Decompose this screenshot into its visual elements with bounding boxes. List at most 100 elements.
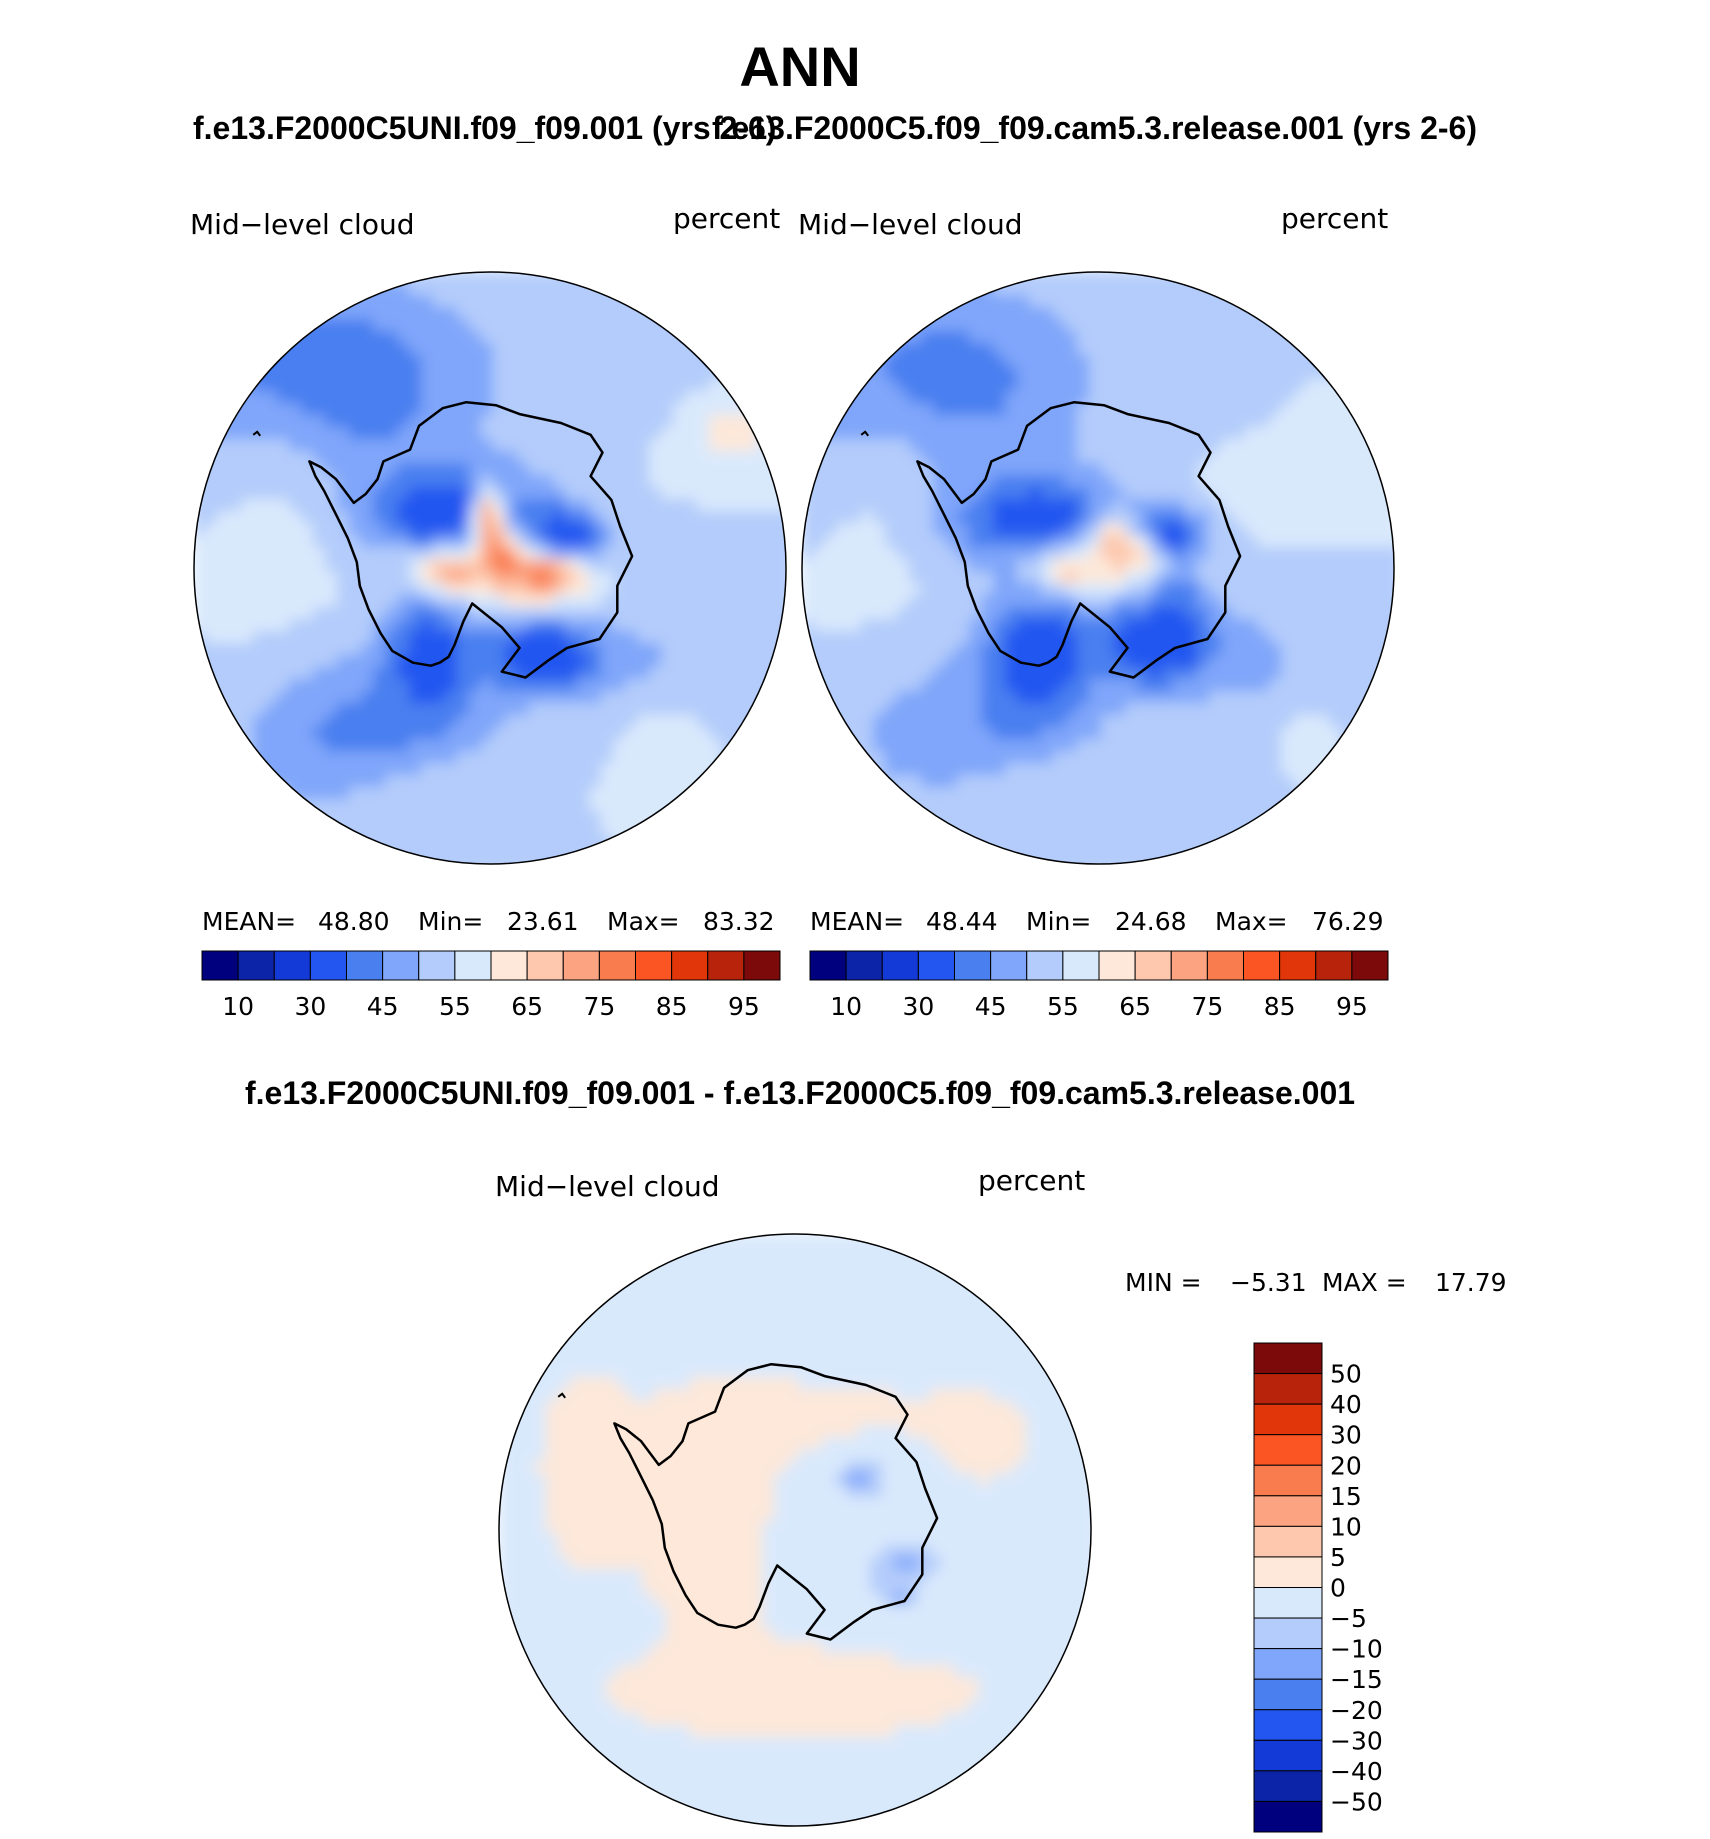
- case1-title: f.e13.F2000C5UNI.f09_f09.001 (yrs 2-6): [193, 110, 777, 146]
- colorbar-tick-label: −15: [1330, 1665, 1383, 1694]
- colorbar-swatch: [881, 950, 919, 981]
- colorbar-swatch: [1253, 1770, 1323, 1802]
- colorbar-swatch: [1253, 1556, 1323, 1588]
- colorbar-tick-label: 30: [294, 992, 326, 1021]
- colorbar-swatch: [273, 950, 311, 981]
- colorbar-swatch: [526, 950, 564, 981]
- map-border: [801, 271, 1395, 865]
- colorbar-tick-label: −20: [1330, 1696, 1383, 1725]
- colorbar-tick-label: 10: [1330, 1512, 1362, 1541]
- colorbar-tick-label: 15: [1330, 1482, 1362, 1511]
- colorbar-swatch: [454, 950, 492, 981]
- antarctica-coastline: [916, 400, 1242, 679]
- panel1-mean-label: MEAN=: [202, 907, 297, 936]
- colorbar-swatch: [237, 950, 275, 981]
- colorbar-swatch: [1279, 950, 1317, 981]
- colorbar-tick-label: 5: [1330, 1543, 1346, 1572]
- colorbar-tick-label: 65: [511, 992, 543, 1021]
- diff-max-label: MAX =: [1322, 1268, 1407, 1297]
- colorbar-swatch: [1253, 1617, 1323, 1650]
- colorbar-tick-label: 95: [728, 992, 760, 1021]
- colorbar-tick-label: 40: [1330, 1390, 1362, 1419]
- season-title: ANN: [739, 35, 861, 98]
- colorbar-tick-label: 10: [222, 992, 254, 1021]
- colorbar-swatch: [635, 950, 673, 981]
- diff-min-label: MIN =: [1125, 1268, 1202, 1297]
- diff-variable: Mid−level cloud: [495, 1170, 720, 1203]
- diff-max-value: 17.79: [1435, 1268, 1507, 1297]
- panel1-min-value: 23.61: [507, 907, 579, 936]
- colorbar-tick-label: 45: [367, 992, 399, 1021]
- antarctica-coastline: [308, 400, 634, 679]
- antarctica-coastline: [613, 1362, 939, 1641]
- panel2-min-label: Min=: [1026, 907, 1092, 936]
- colorbar-swatch: [954, 950, 992, 981]
- colorbar-swatch: [201, 950, 239, 981]
- colorbar-swatch: [1062, 950, 1100, 981]
- colorbar-swatch: [1243, 950, 1281, 981]
- colorbar-tick-label: 65: [1119, 992, 1151, 1021]
- colorbar-swatch: [1253, 1648, 1323, 1680]
- colorbar-swatch: [1351, 950, 1389, 981]
- colorbar-swatch: [917, 950, 955, 981]
- colorbar-swatch: [1253, 1464, 1323, 1497]
- map-panel-1: [193, 271, 787, 865]
- colorbar-swatch: [990, 950, 1028, 981]
- colorbar-tick-label: 0: [1330, 1574, 1346, 1603]
- colorbar-swatch: [1253, 1342, 1323, 1375]
- contour-field: [499, 1234, 1091, 1826]
- colorbar-tick-label: 85: [1264, 992, 1296, 1021]
- colorbar-tick-label: −40: [1330, 1757, 1383, 1786]
- colorbar-swatch: [346, 950, 384, 981]
- colorbar-swatch: [1253, 1587, 1323, 1619]
- colorbar-tick-label: −10: [1330, 1635, 1383, 1664]
- panel2-min-value: 24.68: [1115, 907, 1187, 936]
- colorbar-tick-label: 85: [656, 992, 688, 1021]
- colorbar-swatch: [1026, 950, 1064, 981]
- colorbar-tick-label: −30: [1330, 1726, 1383, 1755]
- colorbar-tick-label: 55: [1047, 992, 1079, 1021]
- panel2-variable: Mid−level cloud: [798, 208, 1023, 241]
- colorbar-swatch: [490, 950, 528, 981]
- colorbar-swatch: [1206, 950, 1244, 981]
- colorbar-swatch: [598, 950, 636, 981]
- island-outline: [252, 430, 261, 437]
- diff-title: f.e13.F2000C5UNI.f09_f09.001 - f.e13.F20…: [244, 1075, 1356, 1111]
- colorbar-panel-2: 10 30 45 55 65 75 85 95: [809, 950, 1389, 1021]
- colorbar-swatch: [1253, 1525, 1323, 1558]
- colorbar-tick-label: 45: [975, 992, 1007, 1021]
- colorbar-swatch: [743, 950, 781, 981]
- map-border: [498, 1233, 1092, 1827]
- colorbar-swatch: [1253, 1739, 1323, 1772]
- map-panel-2: [801, 271, 1395, 865]
- colorbar-tick-label: 30: [1330, 1421, 1362, 1450]
- colorbar-tick-label: −50: [1330, 1787, 1383, 1816]
- colorbar-tick-label: 30: [902, 992, 934, 1021]
- colorbar-swatch: [562, 950, 600, 981]
- colorbar-tick-label: 20: [1330, 1451, 1362, 1480]
- panel1-variable: Mid−level cloud: [190, 208, 415, 241]
- island-outline: [557, 1392, 566, 1399]
- colorbar-swatch: [845, 950, 883, 981]
- colorbar-swatch: [1134, 950, 1172, 981]
- colorbar-swatch: [1315, 950, 1353, 981]
- colorbar-tick-label: −5: [1330, 1604, 1367, 1633]
- diff-min-value: −5.31: [1230, 1268, 1307, 1297]
- colorbar-swatch: [707, 950, 745, 981]
- colorbar-panel-1: 10 30 45 55 65 75 85 95: [201, 950, 781, 1021]
- colorbar-swatch: [1253, 1403, 1323, 1436]
- panel1-max-value: 83.32: [703, 907, 775, 936]
- map-border: [193, 271, 787, 865]
- panel2-max-label: Max=: [1215, 907, 1288, 936]
- colorbar-swatch: [1253, 1434, 1323, 1466]
- diff-units: percent: [978, 1164, 1086, 1197]
- panel2-mean-label: MEAN=: [810, 907, 905, 936]
- colorbar-swatch: [382, 950, 420, 981]
- colorbar-swatch: [1253, 1495, 1323, 1527]
- panel2-mean-value: 48.44: [926, 907, 998, 936]
- panel2-units: percent: [1281, 202, 1389, 235]
- colorbar-swatch: [1253, 1800, 1323, 1833]
- panel1-mean-value: 48.80: [318, 907, 390, 936]
- colorbar-swatch: [1098, 950, 1136, 981]
